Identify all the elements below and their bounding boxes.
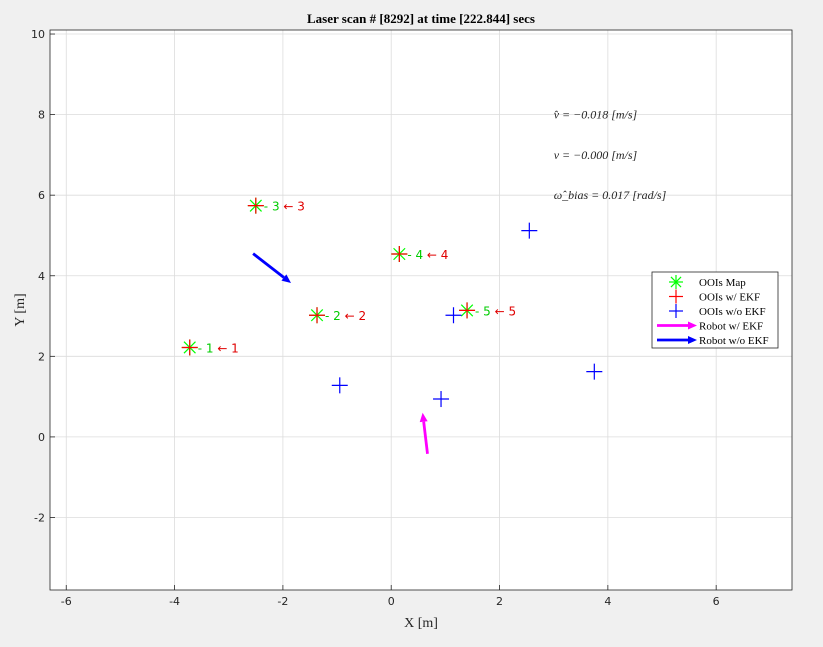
point-label: - 4 ← 4 bbox=[407, 248, 448, 262]
point-label: - 5 ← 5 bbox=[475, 304, 516, 318]
x-tick-label: 4 bbox=[604, 595, 611, 608]
legend-arrow-icon bbox=[657, 336, 697, 344]
point-id-label: - 4 bbox=[407, 248, 427, 262]
legend-plus-icon bbox=[669, 304, 683, 318]
ooi-ekf-point bbox=[309, 307, 326, 324]
legend-asterisk-icon bbox=[669, 275, 683, 289]
robot-noekf-arrow bbox=[252, 252, 292, 284]
ooi-noekf-point bbox=[433, 391, 450, 408]
point-match-label: ← 4 bbox=[427, 248, 449, 262]
legend-label: Robot w/o EKF bbox=[699, 335, 769, 347]
legend: OOIs Map OOIs w/ EKF OOIs w/o EKF Robot w/ … bbox=[651, 271, 779, 349]
axes-box bbox=[49, 29, 793, 591]
point-id-label: - 2 bbox=[325, 309, 345, 323]
y-tick-label: 4 bbox=[38, 270, 45, 283]
ooi-noekf-point bbox=[445, 307, 462, 324]
y-axis-label: Y [m] bbox=[13, 293, 28, 326]
data-marks bbox=[181, 197, 603, 454]
y-tick-label: 8 bbox=[38, 109, 45, 122]
annotation-text: v = −0.000 [m/s] bbox=[554, 148, 638, 162]
point-labels: - 1 ← 1 - 2 ← 2 - 3 ← 3 - 4 ← 4 - 5 ← 5 bbox=[198, 200, 516, 356]
y-tick-label: -2 bbox=[34, 511, 45, 524]
annotation-text: ω̂_bias = 0.017 [rad/s] bbox=[554, 188, 667, 202]
legend-label: OOIs w/ EKF bbox=[699, 292, 760, 304]
x-tick-label: 6 bbox=[713, 595, 720, 608]
legend-label: Robot w/ EKF bbox=[699, 321, 763, 333]
point-label: - 3 ← 3 bbox=[264, 200, 305, 214]
legend-arrow-icon bbox=[657, 321, 697, 330]
x-tick-label: 0 bbox=[388, 595, 395, 608]
y-tick-label: 2 bbox=[38, 350, 45, 363]
y-tick-label: 0 bbox=[38, 431, 45, 444]
x-tick-label: -4 bbox=[169, 595, 180, 608]
y-tick-label: 6 bbox=[38, 189, 45, 202]
ooi-ekf-point bbox=[459, 302, 476, 319]
ooi-noekf-point bbox=[521, 222, 538, 239]
ooi-ekf-point bbox=[181, 339, 198, 356]
point-match-label: ← 5 bbox=[495, 304, 517, 318]
point-label: - 2 ← 2 bbox=[325, 309, 366, 323]
legend-plus-icon bbox=[669, 289, 683, 304]
ooi-ekf-point bbox=[247, 197, 264, 214]
ooi-ekf-point bbox=[391, 246, 408, 262]
y-tick-label: 10 bbox=[31, 28, 45, 41]
point-id-label: - 1 bbox=[198, 341, 218, 355]
point-label: - 1 ← 1 bbox=[198, 341, 239, 355]
point-match-label: ← 3 bbox=[283, 200, 305, 214]
chart-title: Laser scan # [8292] at time [222.844] se… bbox=[307, 11, 535, 26]
robot-ekf-arrow bbox=[419, 412, 429, 454]
ooi-noekf-point bbox=[586, 363, 603, 380]
point-match-label: ← 1 bbox=[217, 341, 239, 355]
legend-label: OOIs w/o EKF bbox=[699, 306, 766, 318]
point-id-label: - 5 bbox=[475, 304, 495, 318]
x-tick-label: -2 bbox=[277, 595, 288, 608]
annotation-text: v̂ = −0.018 [m/s] bbox=[554, 108, 638, 122]
ooi-noekf-point bbox=[331, 377, 348, 394]
x-tick-label: 2 bbox=[496, 595, 503, 608]
x-tick-label: -6 bbox=[61, 595, 72, 608]
legend-label: OOIs Map bbox=[699, 277, 746, 289]
annotations: v̂ = −0.018 [m/s] v = −0.000 [m/s] ω̂_bias… bbox=[554, 108, 667, 203]
point-id-label: - 3 bbox=[264, 200, 284, 214]
point-match-label: ← 2 bbox=[345, 309, 367, 323]
x-axis-label: X [m] bbox=[404, 616, 438, 631]
ticks: -6 -4 -2 0 2 4 6 -2 0 2 4 6 8 10 bbox=[31, 28, 720, 608]
